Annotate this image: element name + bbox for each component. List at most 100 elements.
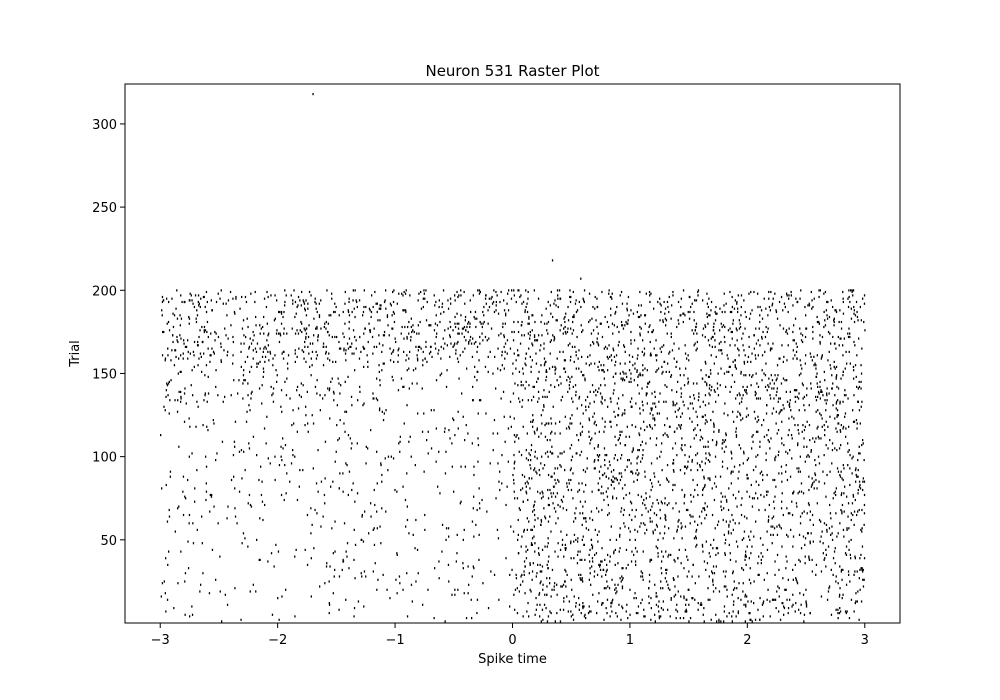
spike-marker <box>674 585 676 588</box>
spike-marker <box>599 322 601 325</box>
spike-marker <box>633 553 635 556</box>
spike-marker <box>601 560 603 563</box>
spike-marker <box>612 598 614 601</box>
spike-marker <box>630 462 632 465</box>
spike-marker <box>716 442 718 445</box>
spike-marker <box>248 345 251 348</box>
spike-marker <box>548 503 550 507</box>
spike-marker <box>661 372 663 375</box>
spike-marker <box>272 364 274 367</box>
spike-marker <box>781 409 783 412</box>
spike-marker <box>546 585 548 588</box>
spike-marker <box>594 307 596 310</box>
spike-marker <box>726 615 728 618</box>
spike-marker <box>489 350 491 353</box>
spike-marker <box>663 532 666 535</box>
spike-marker <box>570 295 572 299</box>
spike-marker <box>401 292 403 295</box>
spike-marker <box>770 374 772 377</box>
spike-marker <box>444 472 447 475</box>
spike-marker <box>722 518 724 522</box>
spike-marker <box>314 508 316 512</box>
spike-marker <box>793 389 796 392</box>
spike-marker <box>557 517 559 520</box>
spike-marker <box>469 339 471 342</box>
spike-marker <box>601 575 603 578</box>
spike-marker <box>818 462 821 465</box>
spike-marker <box>265 305 268 309</box>
spike-marker <box>519 342 522 345</box>
spike-marker <box>593 390 595 393</box>
spike-marker <box>626 309 628 312</box>
spike-marker <box>555 367 557 370</box>
spike-marker <box>583 615 586 618</box>
spike-marker <box>720 340 722 344</box>
spike-marker <box>651 505 653 508</box>
spike-marker <box>686 357 688 360</box>
spike-marker <box>759 320 761 324</box>
spike-marker <box>822 394 824 397</box>
spike-marker <box>376 510 378 513</box>
spike-marker <box>664 497 666 500</box>
spike-marker <box>819 289 821 292</box>
spike-marker <box>599 563 601 566</box>
spike-marker <box>648 573 651 576</box>
spike-marker <box>698 575 700 578</box>
spike-marker <box>406 472 408 475</box>
spike-marker <box>772 515 775 518</box>
spike-marker <box>261 402 263 405</box>
spike-marker <box>470 310 472 314</box>
spike-marker <box>834 490 836 493</box>
spike-marker <box>528 347 530 350</box>
spike-marker <box>410 335 412 339</box>
spike-marker <box>743 299 745 302</box>
spike-marker <box>332 360 334 363</box>
spike-marker <box>540 320 542 324</box>
spike-marker <box>397 349 399 352</box>
spike-marker <box>643 420 645 423</box>
spike-marker <box>620 580 622 583</box>
spike-marker <box>762 555 764 558</box>
spike-marker <box>715 547 718 550</box>
spike-marker <box>678 548 680 551</box>
spike-marker <box>856 475 858 478</box>
spike-marker <box>732 470 734 473</box>
spike-marker <box>679 374 681 377</box>
spike-marker <box>860 372 863 375</box>
spike-marker <box>695 434 697 437</box>
spike-marker <box>534 518 536 522</box>
spike-marker <box>788 327 790 330</box>
spike-marker <box>566 330 569 334</box>
spike-marker <box>654 395 656 398</box>
spike-marker <box>735 560 737 563</box>
spike-marker <box>668 310 670 314</box>
spike-marker <box>739 464 741 467</box>
spike-marker <box>570 444 573 447</box>
spike-marker <box>532 414 534 417</box>
spike-marker <box>531 314 533 317</box>
spike-marker <box>831 525 833 528</box>
spike-marker <box>465 339 467 342</box>
spike-marker <box>285 394 288 397</box>
spike-marker <box>799 592 801 595</box>
spike-marker <box>713 422 715 425</box>
spike-marker <box>757 305 759 309</box>
spike-marker <box>573 533 576 536</box>
spike-marker <box>835 310 838 314</box>
spike-marker <box>795 578 797 581</box>
spike-marker <box>794 395 796 398</box>
spike-marker <box>793 490 795 493</box>
spike-marker <box>837 617 839 620</box>
spike-marker <box>543 464 546 467</box>
spike-marker <box>376 399 379 402</box>
spike-marker <box>300 304 302 307</box>
spike-marker <box>663 300 665 304</box>
spike-marker <box>852 294 854 297</box>
spike-marker <box>638 434 641 437</box>
spike-marker <box>363 605 365 608</box>
spike-marker <box>316 310 318 314</box>
spike-marker <box>581 482 583 485</box>
spike-marker <box>660 310 662 314</box>
spike-marker <box>368 532 370 535</box>
spike-marker <box>262 375 264 378</box>
